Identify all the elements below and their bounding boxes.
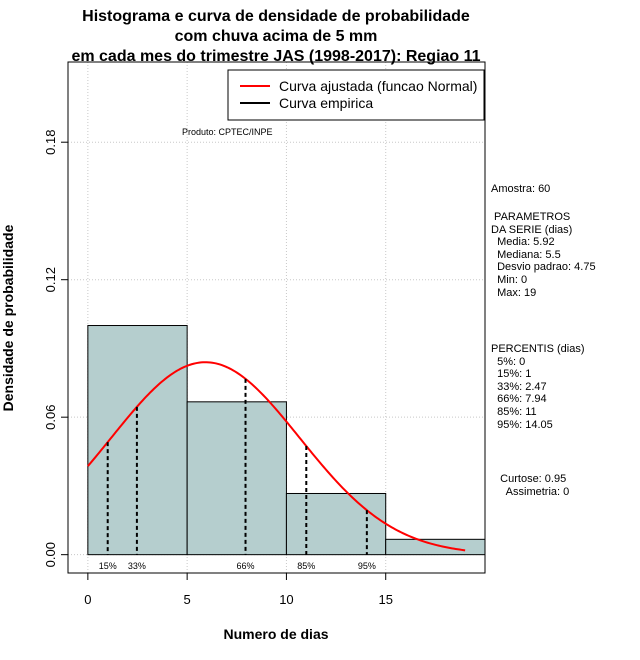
shape-stat-line: Assimetria: 0: [491, 485, 570, 498]
sample-size: Amostra: 60: [491, 183, 551, 195]
x-axis-title: Numero de dias: [223, 626, 328, 642]
percentile-label: 15%: [99, 561, 117, 571]
y-tick-label: 0.18: [43, 130, 58, 155]
percentile-stat-line: 95%: 14.05: [491, 418, 553, 431]
histogram-bars: [87, 325, 486, 556]
parameter-line: Desvio padrao: 4.75: [491, 261, 596, 274]
legend-label-normal: Curva ajustada (funcao Normal): [279, 78, 477, 94]
chart-title: Histograma e curva de densidade de proba…: [71, 8, 480, 65]
axes: 0 5 10 15 0.00 0.06 0.12 0.18 Numero de dias Dens…: [0, 130, 393, 642]
percentile-stat-line: 15%: 1: [491, 368, 532, 381]
title-line: com chuva acima de 5 mm: [175, 28, 378, 45]
percentile-label: 95%: [358, 561, 376, 571]
normal-curve-line: [87, 361, 466, 552]
title-line: em cada mes do trimestre JAS (1998-2017)…: [71, 48, 480, 65]
product-note: Produto: CPTEC/INPE: [182, 127, 273, 137]
shape-stat-line: Curtose: 0.95: [491, 473, 567, 485]
percentile-stat-line: PERCENTIS (dias): [491, 343, 585, 355]
histogram-bar: [186, 401, 287, 556]
parameter-line: Max: 19: [491, 286, 537, 299]
y-axis-title: Densidade de probabilidade: [0, 224, 16, 411]
x-tick-label: 5: [184, 592, 191, 607]
histogram-bar: [385, 538, 486, 556]
title-line: Histograma e curva de densidade de proba…: [82, 8, 470, 25]
histogram-bar: [87, 325, 188, 556]
series-parameters: PARAMETROS DA SERIE (dias) Media: 5.92 Me…: [491, 211, 596, 299]
legend: Curva ajustada (funcao Normal)Curva empi…: [227, 69, 485, 121]
y-tick-label: 0.00: [43, 542, 58, 567]
percentile-label: 66%: [237, 561, 255, 571]
percentile-stat-line: 5%: 0: [491, 355, 526, 368]
histogram-bar: [285, 492, 387, 556]
x-tick-label: 15: [378, 592, 392, 607]
density-curve: [87, 361, 466, 552]
shape-stats: Curtose: 0.95 Assimetria: 0: [491, 473, 569, 498]
legend-box: [227, 69, 485, 121]
parameter-line: PARAMETROS: [491, 211, 571, 223]
x-tick-label: 10: [279, 592, 293, 607]
percentile-stat-line: 85%: 11: [491, 405, 537, 418]
parameter-line: DA SERIE (dias): [491, 223, 573, 236]
percentiles-list: PERCENTIS (dias) 5%: 0 15%: 1 33%: 2.47 …: [491, 343, 585, 431]
y-tick-label: 0.06: [43, 405, 58, 430]
percentile-stat-line: 66%: 7.94: [491, 393, 547, 406]
percentile-markers: 15% 33% 66% 85% 95%: [99, 378, 376, 571]
x-tick-label: 0: [84, 592, 91, 607]
y-tick-label: 0.12: [43, 267, 58, 292]
percentile-stat-line: 33%: 2.47: [491, 380, 547, 393]
parameter-line: Min: 0: [491, 273, 528, 286]
legend-label-empirical: Curva empirica: [279, 95, 373, 111]
percentile-label: 85%: [297, 561, 315, 571]
parameter-line: Media: 5.92: [491, 236, 555, 249]
percentile-label: 33%: [128, 561, 146, 571]
parameter-line: Mediana: 5.5: [491, 248, 561, 261]
